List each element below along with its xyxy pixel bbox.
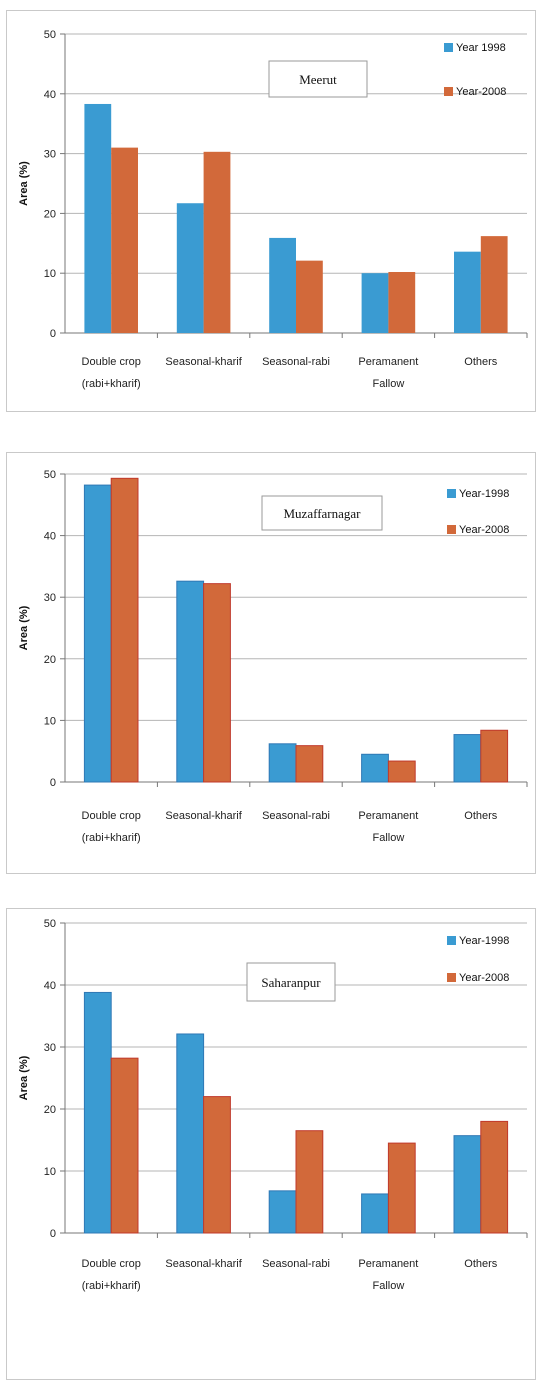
chart-title-box bbox=[246, 962, 336, 1002]
y-tick-label: 40 bbox=[44, 89, 56, 101]
bar-2008 bbox=[480, 729, 509, 783]
legend-swatch bbox=[447, 973, 456, 982]
category-label: Seasonal-kharif bbox=[165, 1258, 242, 1270]
bar-2008 bbox=[388, 272, 416, 333]
legend-swatch bbox=[447, 525, 456, 534]
bar-2008 bbox=[203, 151, 231, 333]
bar-1998 bbox=[361, 753, 389, 783]
bar-2008 bbox=[387, 1142, 416, 1234]
chart-title: Saharanpur bbox=[261, 975, 321, 990]
category-label: Others bbox=[464, 1258, 498, 1270]
bar-1998 bbox=[268, 743, 297, 783]
bar-1998 bbox=[176, 1033, 205, 1234]
y-tick-label: 20 bbox=[44, 1104, 56, 1116]
category-label: Double crop (rabi+kharif) bbox=[82, 356, 141, 390]
y-tick-label: 50 bbox=[44, 29, 56, 41]
category-label: Peramanent Fallow bbox=[358, 1258, 418, 1292]
bar-1998 bbox=[84, 103, 112, 333]
bar-1998 bbox=[361, 1193, 389, 1234]
legend-label: Year-2008 bbox=[456, 86, 506, 98]
chart-muzaffarnagar: 0 10 20 30 40 50 Area (%) Double crop (rabi+khar… bbox=[18, 469, 528, 844]
category-label: Others bbox=[464, 356, 498, 368]
y-tick-label: 0 bbox=[50, 328, 56, 340]
bar-1998 bbox=[453, 1135, 482, 1234]
legend-label: Year-1998 bbox=[459, 488, 509, 500]
category-label: Seasonal-rabi bbox=[262, 356, 330, 368]
legend-label: Year 1998 bbox=[456, 42, 506, 54]
legend-swatch bbox=[447, 936, 456, 945]
bar-2008 bbox=[110, 1057, 139, 1234]
category-label: Seasonal-rabi bbox=[262, 1258, 330, 1270]
category-label: Peramanent Fallow bbox=[358, 356, 418, 390]
legend-swatch bbox=[444, 87, 453, 96]
bar-1998 bbox=[361, 273, 389, 333]
bar-1998 bbox=[83, 991, 112, 1234]
category-label: Peramanent Fallow bbox=[358, 810, 418, 844]
y-tick-label: 40 bbox=[44, 531, 56, 543]
chart-title: Meerut bbox=[299, 72, 337, 87]
bar-2008 bbox=[480, 236, 508, 333]
bar-2008 bbox=[480, 1120, 509, 1234]
bar-1998 bbox=[176, 203, 204, 333]
chart-title-box bbox=[261, 495, 383, 531]
category-label: Double crop (rabi+kharif) bbox=[82, 810, 141, 844]
bar-2008 bbox=[203, 583, 231, 783]
bar-2008 bbox=[295, 1130, 324, 1234]
category-label: Seasonal-kharif bbox=[165, 356, 242, 368]
bar-1998 bbox=[268, 1190, 297, 1234]
y-tick-label: 10 bbox=[44, 715, 56, 727]
category-label: Seasonal-rabi bbox=[262, 810, 330, 822]
bar-2008 bbox=[203, 1096, 231, 1234]
legend-swatch bbox=[444, 43, 453, 52]
bar-2008 bbox=[110, 477, 139, 783]
legend-swatch bbox=[447, 489, 456, 498]
legend-label: Year-2008 bbox=[459, 524, 509, 536]
bar-2008 bbox=[295, 745, 324, 783]
y-tick-label: 0 bbox=[50, 777, 56, 789]
y-tick-label: 50 bbox=[44, 918, 56, 930]
y-tick-label: 20 bbox=[44, 208, 56, 220]
y-tick-label: 0 bbox=[50, 1228, 56, 1240]
bar-1998 bbox=[269, 237, 296, 333]
y-axis-label: Area (%) bbox=[18, 1055, 30, 1100]
category-label: Seasonal-kharif bbox=[165, 810, 242, 822]
legend-label: Year-2008 bbox=[459, 972, 509, 984]
chart-panel-saharanpur: 0 10 20 30 40 50 Area (%) Double crop (rabi+khar… bbox=[6, 908, 536, 1380]
bar-1998 bbox=[176, 580, 205, 783]
y-tick-label: 50 bbox=[44, 469, 56, 481]
chart-meerut: 0 10 20 30 40 50 Area (%) Double crop (rabi+khar… bbox=[18, 29, 528, 390]
bar-1998 bbox=[83, 484, 112, 783]
category-label: Double crop (rabi+kharif) bbox=[82, 1258, 141, 1292]
bar-1998 bbox=[453, 734, 482, 783]
chart-panel-meerut: 0 10 20 30 40 50 Area (%) Double crop (rabi+khar… bbox=[6, 10, 536, 412]
y-tick-label: 30 bbox=[44, 149, 56, 161]
y-tick-label: 40 bbox=[44, 980, 56, 992]
bar-2008 bbox=[296, 260, 323, 333]
chart-title: Muzaffarnagar bbox=[284, 506, 362, 521]
chart-title-box bbox=[268, 60, 368, 98]
y-tick-label: 30 bbox=[44, 592, 56, 604]
y-tick-label: 30 bbox=[44, 1042, 56, 1054]
bar-2008 bbox=[111, 147, 138, 333]
chart-panel-muzaffarnagar: 0 10 20 30 40 50 Area (%) Double crop (rabi+khar… bbox=[6, 452, 536, 874]
y-tick-label: 10 bbox=[44, 268, 56, 280]
bar-2008 bbox=[387, 760, 416, 783]
y-axis-label: Area (%) bbox=[18, 161, 30, 206]
y-axis-label: Area (%) bbox=[18, 605, 30, 650]
y-tick-label: 20 bbox=[44, 654, 56, 666]
category-label: Others bbox=[464, 810, 498, 822]
bar-1998 bbox=[454, 251, 481, 333]
chart-saharanpur: 0 10 20 30 40 50 Area (%) Double crop (rabi+khar… bbox=[18, 918, 528, 1292]
y-tick-label: 10 bbox=[44, 1166, 56, 1178]
legend-label: Year-1998 bbox=[459, 935, 509, 947]
